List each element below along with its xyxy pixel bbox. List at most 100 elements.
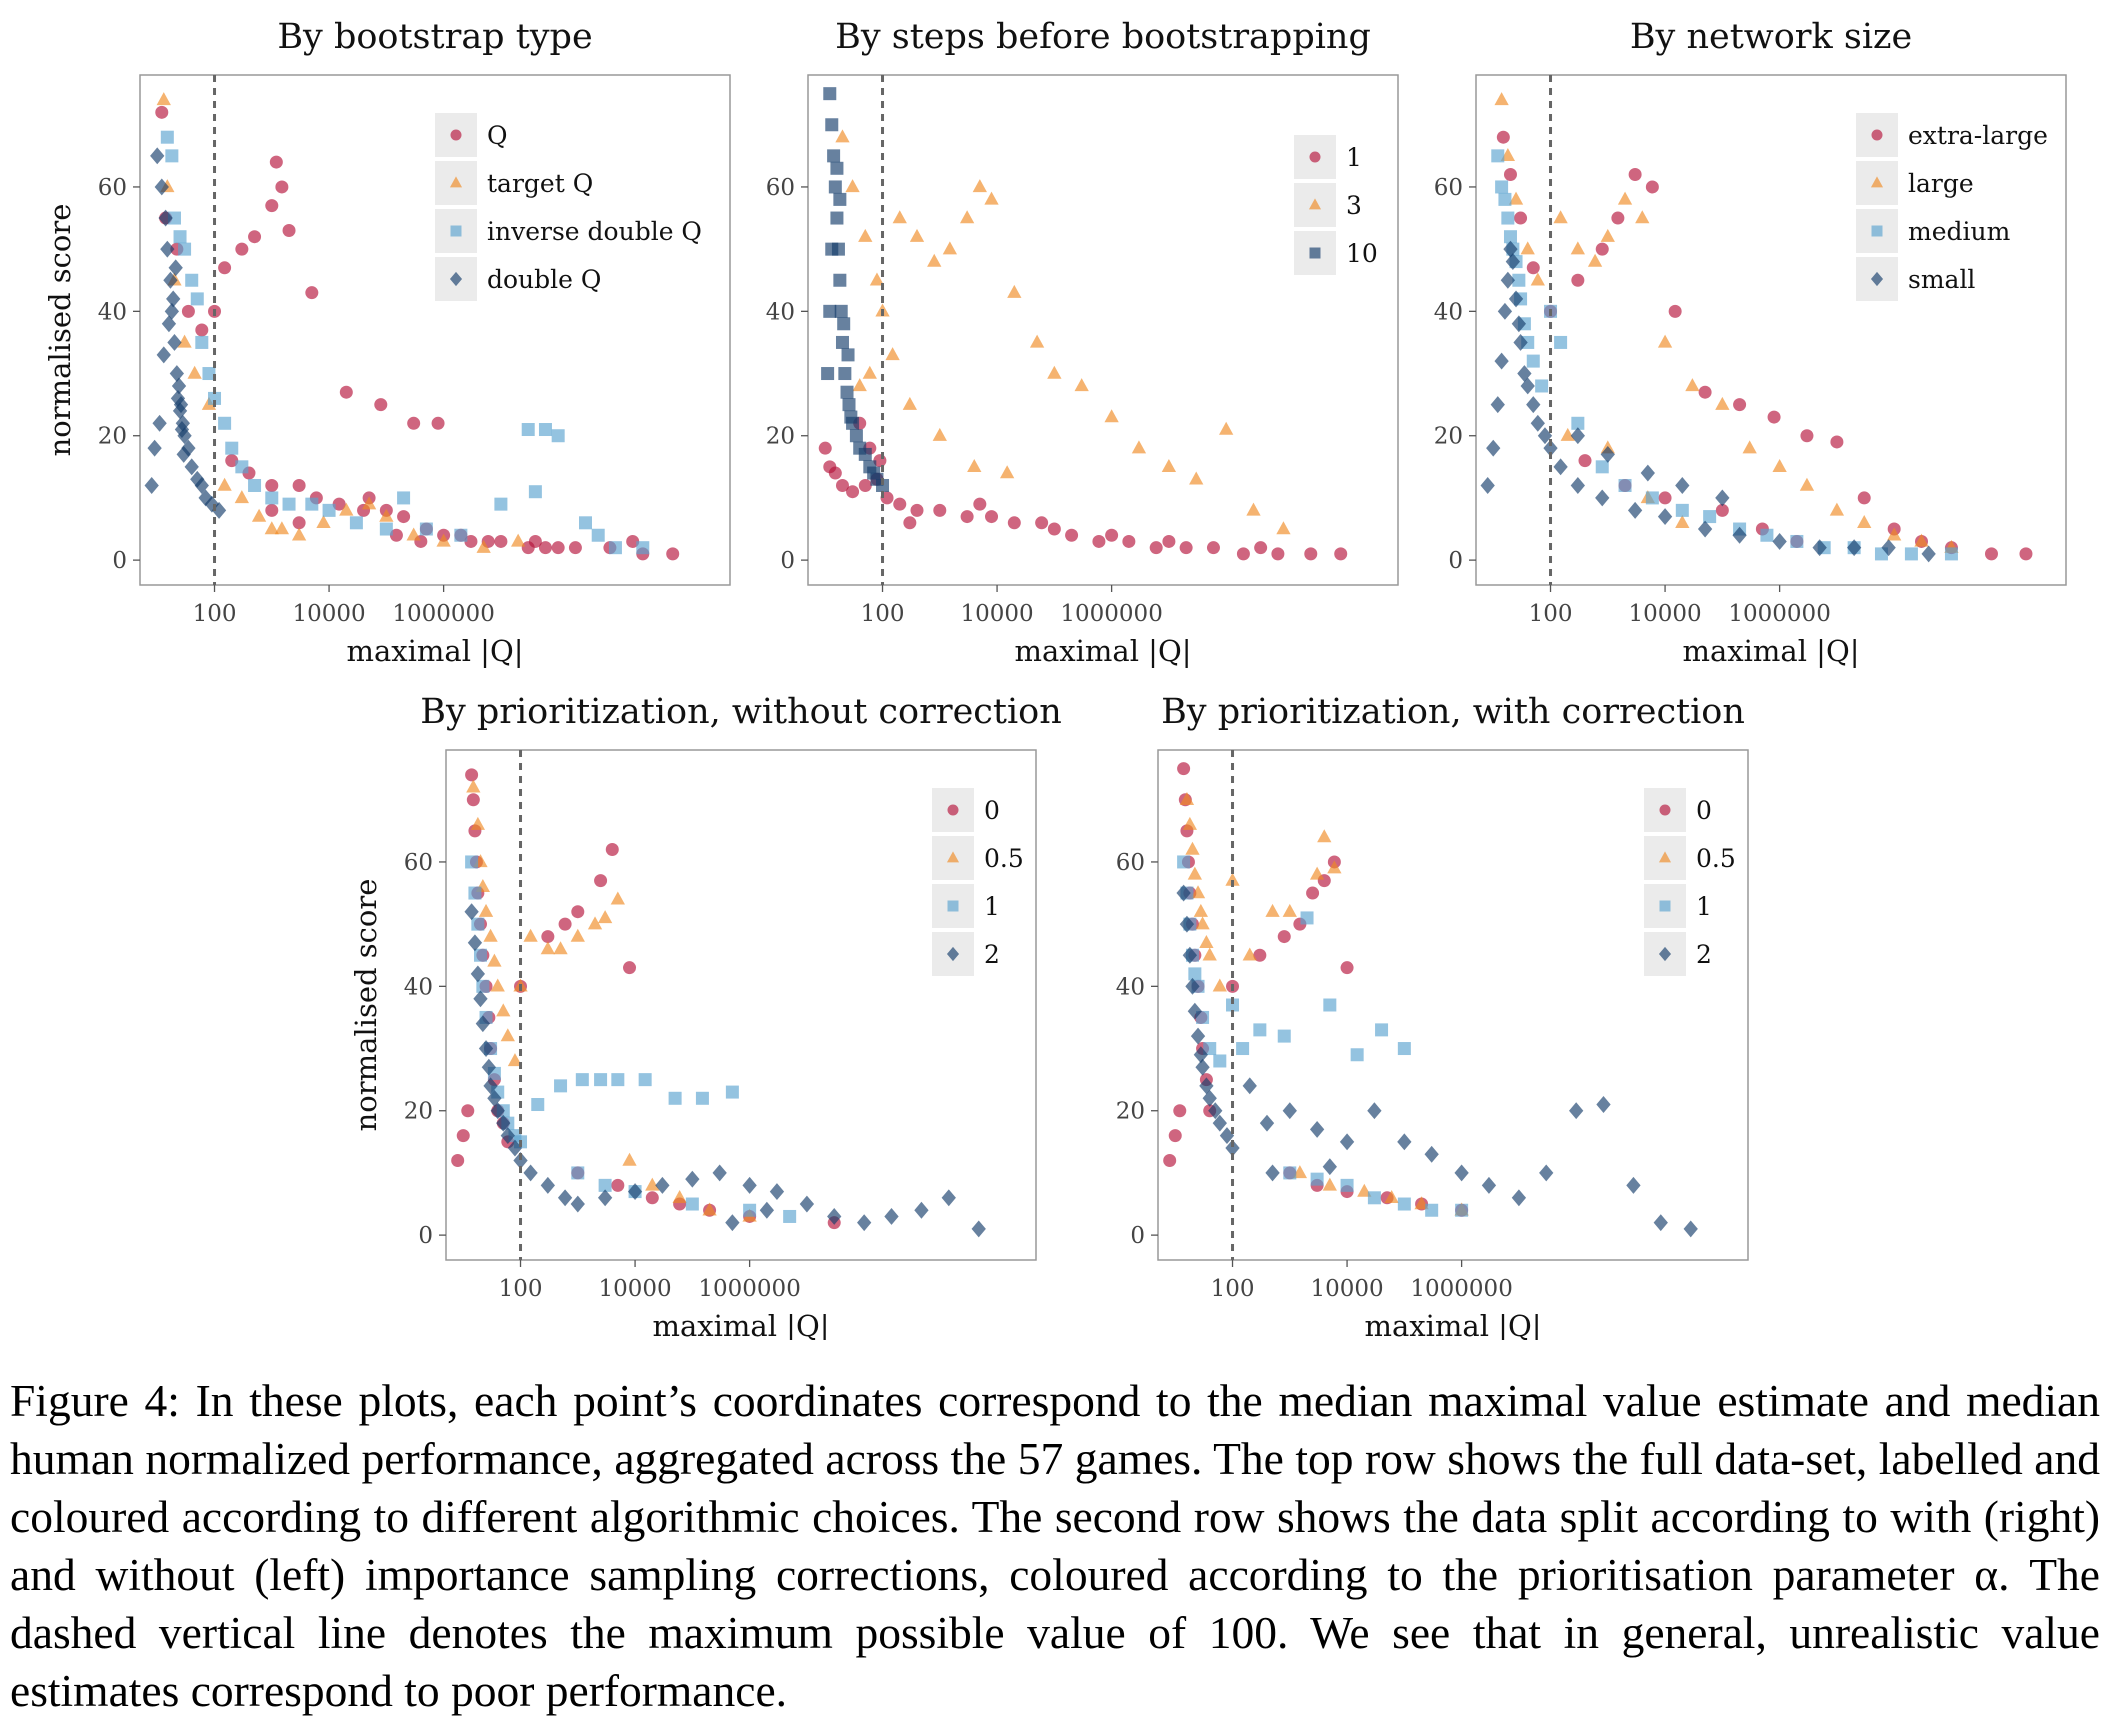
x-tick-label: 10000 xyxy=(1628,601,1701,627)
x-tick-label: 1000000 xyxy=(1728,601,1830,627)
data-point xyxy=(1199,1077,1214,1095)
chart-title: By network size xyxy=(1630,17,1912,57)
data-point xyxy=(610,891,625,905)
data-point xyxy=(1265,1164,1280,1182)
data-point xyxy=(1496,130,1510,144)
data-point xyxy=(1259,1114,1275,1132)
data-point xyxy=(857,1214,872,1232)
data-point xyxy=(1627,501,1643,519)
data-point xyxy=(467,934,483,952)
data-point xyxy=(170,389,186,407)
data-point xyxy=(538,423,552,437)
chart-panel-2: By steps before bootstrapping 0 20 40 60 100 1… xyxy=(766,17,1399,668)
data-point xyxy=(178,242,192,256)
data-point xyxy=(1526,354,1540,368)
data-point xyxy=(1530,272,1545,286)
data-point xyxy=(1208,1102,1223,1120)
data-point xyxy=(1611,211,1625,225)
data-point xyxy=(144,477,159,494)
data-point xyxy=(167,211,181,225)
data-point xyxy=(1675,477,1690,494)
data-point xyxy=(218,261,232,275)
data-point xyxy=(468,886,482,900)
data-point xyxy=(187,365,202,379)
data-point xyxy=(971,1220,986,1238)
data-point xyxy=(235,460,249,474)
data-point xyxy=(862,365,877,379)
data-point xyxy=(1074,378,1089,392)
legend-label: medium xyxy=(1908,217,2011,246)
data-point xyxy=(1553,210,1568,224)
data-point xyxy=(1236,547,1250,561)
data-point xyxy=(282,223,296,237)
data-point xyxy=(1645,180,1659,194)
data-point xyxy=(156,92,171,106)
data-point xyxy=(1530,414,1545,432)
series-diamond xyxy=(1176,884,1698,1238)
data-point xyxy=(783,1209,797,1223)
data-point xyxy=(830,211,844,225)
y-tick-label: 60 xyxy=(98,175,127,201)
data-point xyxy=(265,199,279,213)
data-point xyxy=(1163,1153,1177,1167)
data-point xyxy=(316,515,331,529)
data-point xyxy=(1503,168,1517,182)
data-point xyxy=(973,497,987,511)
data-point xyxy=(1092,534,1106,548)
legend-label: 1 xyxy=(1346,143,1362,172)
data-point xyxy=(176,445,191,463)
data-point xyxy=(833,273,847,287)
data-point xyxy=(1626,1176,1641,1194)
data-point xyxy=(1131,440,1147,454)
chart-panel-3: By network size 0 20 40 60 100 10000 1000000 max… xyxy=(1434,17,2067,668)
data-point xyxy=(1007,284,1022,298)
data-point xyxy=(419,522,433,536)
data-point xyxy=(1424,1145,1439,1163)
data-point xyxy=(374,398,388,412)
x-tick-label: 10000 xyxy=(1310,1276,1383,1302)
data-point xyxy=(1645,491,1659,505)
legend-marker xyxy=(1659,804,1671,816)
data-point xyxy=(521,423,535,437)
x-axis-label: maximal |Q| xyxy=(1682,634,1859,668)
data-point xyxy=(195,323,209,337)
data-point xyxy=(1029,334,1045,348)
legend: extra-large large medium small xyxy=(1856,113,2048,301)
data-point xyxy=(510,533,526,547)
data-point xyxy=(605,843,619,857)
data-point xyxy=(835,335,849,349)
data-point xyxy=(265,503,279,517)
data-point xyxy=(1494,352,1509,370)
data-point xyxy=(985,510,999,524)
data-point xyxy=(1161,459,1177,473)
data-point xyxy=(557,1189,573,1207)
legend-marker xyxy=(1658,851,1672,863)
y-axis-label: normalised score xyxy=(43,204,77,457)
data-point xyxy=(1595,460,1609,474)
data-point xyxy=(568,541,582,555)
data-point xyxy=(672,1190,687,1204)
data-point xyxy=(623,961,637,975)
data-point xyxy=(1246,502,1261,516)
data-point xyxy=(1454,1164,1469,1182)
data-point xyxy=(1587,253,1603,267)
data-point xyxy=(984,191,999,205)
data-point xyxy=(1226,998,1240,1012)
data-point xyxy=(1618,478,1632,492)
data-point xyxy=(269,155,283,169)
data-point xyxy=(1772,459,1787,473)
data-point xyxy=(513,1152,528,1169)
data-point xyxy=(627,1183,643,1201)
data-point xyxy=(1323,998,1337,1012)
data-point xyxy=(1177,762,1191,776)
data-point xyxy=(475,1015,491,1033)
data-point xyxy=(292,478,306,492)
data-point xyxy=(1675,503,1689,517)
y-tick-label: 0 xyxy=(418,1223,433,1249)
data-point xyxy=(1570,427,1585,445)
data-point xyxy=(1921,545,1936,563)
data-point xyxy=(218,416,232,430)
x-tick-label: 1000000 xyxy=(392,601,494,627)
data-point xyxy=(1283,1166,1297,1180)
data-point xyxy=(156,346,171,364)
